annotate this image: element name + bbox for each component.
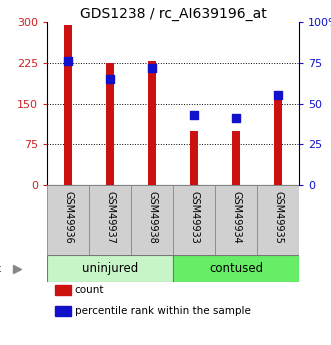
Bar	[131, 185, 173, 255]
Bar	[173, 185, 215, 255]
Text: GSM49936: GSM49936	[63, 190, 73, 243]
Point	[107, 76, 113, 82]
Bar	[148, 61, 156, 185]
Bar	[274, 98, 282, 185]
Point	[191, 112, 197, 118]
Title: GDS1238 / rc_AI639196_at: GDS1238 / rc_AI639196_at	[80, 7, 266, 21]
Text: uninjured: uninjured	[82, 262, 138, 275]
Bar	[173, 255, 299, 282]
Text: GSM49935: GSM49935	[273, 190, 283, 244]
Bar	[106, 63, 114, 185]
Text: shock: shock	[0, 264, 2, 274]
Text: count: count	[75, 285, 104, 295]
Text: GSM49937: GSM49937	[105, 190, 115, 244]
Bar	[64, 25, 72, 185]
Text: contused: contused	[209, 262, 263, 275]
Bar	[89, 185, 131, 255]
Bar	[55, 285, 71, 295]
Bar	[47, 185, 89, 255]
Bar	[190, 131, 198, 185]
Point	[149, 65, 155, 70]
Bar	[55, 306, 71, 316]
Text: GSM49933: GSM49933	[189, 190, 199, 243]
Point	[233, 116, 239, 121]
Bar	[47, 255, 173, 282]
Text: GSM49938: GSM49938	[147, 190, 157, 243]
Bar	[257, 185, 299, 255]
Text: GSM49934: GSM49934	[231, 190, 241, 243]
Bar	[215, 185, 257, 255]
Point	[65, 58, 71, 64]
Point	[275, 92, 281, 98]
Text: percentile rank within the sample: percentile rank within the sample	[75, 306, 251, 316]
Bar	[232, 131, 240, 185]
